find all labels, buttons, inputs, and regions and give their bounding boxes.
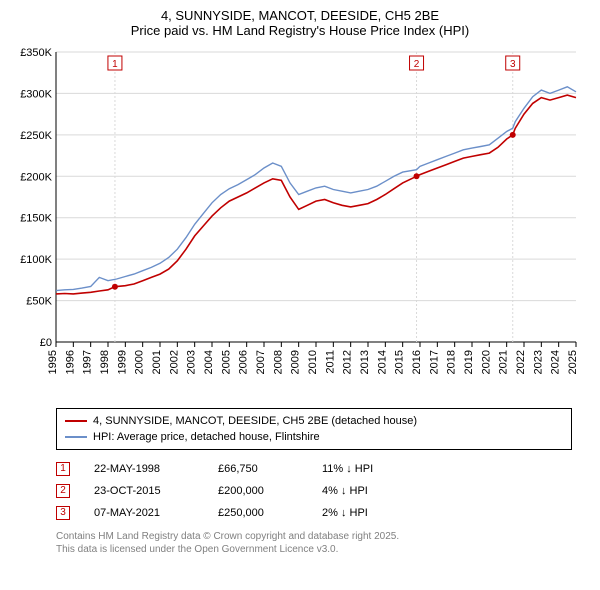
sale-date: 23-OCT-2015 <box>94 480 194 502</box>
svg-text:2013: 2013 <box>359 350 371 374</box>
svg-text:2017: 2017 <box>428 350 440 374</box>
svg-text:1996: 1996 <box>64 350 76 374</box>
sale-price: £200,000 <box>218 480 298 502</box>
svg-text:2010: 2010 <box>307 350 319 374</box>
svg-text:2004: 2004 <box>203 350 215 374</box>
sale-marker-icon: 3 <box>56 506 70 520</box>
footnote: Contains HM Land Registry data © Crown c… <box>56 530 572 556</box>
svg-text:2011: 2011 <box>324 350 336 374</box>
svg-text:2023: 2023 <box>532 350 544 374</box>
svg-text:2002: 2002 <box>168 350 180 374</box>
footnote-line1: Contains HM Land Registry data © Crown c… <box>56 530 572 543</box>
svg-text:1: 1 <box>112 59 118 70</box>
svg-text:2022: 2022 <box>515 350 527 374</box>
legend-label-price: 4, SUNNYSIDE, MANCOT, DEESIDE, CH5 2BE (… <box>93 413 417 429</box>
svg-text:£250K: £250K <box>20 130 52 142</box>
svg-text:2007: 2007 <box>255 350 267 374</box>
svg-text:2018: 2018 <box>446 350 458 374</box>
title-subtitle: Price paid vs. HM Land Registry's House … <box>12 23 588 38</box>
svg-text:2012: 2012 <box>342 350 354 374</box>
legend-row-price: 4, SUNNYSIDE, MANCOT, DEESIDE, CH5 2BE (… <box>65 413 563 429</box>
svg-text:£0: £0 <box>40 337 52 349</box>
svg-text:2024: 2024 <box>550 350 562 374</box>
sale-row: 1 22-MAY-1998 £66,750 11% ↓ HPI <box>56 458 572 480</box>
sale-hpi-diff: 2% ↓ HPI <box>322 502 412 524</box>
sale-hpi-diff: 11% ↓ HPI <box>322 458 412 480</box>
svg-text:£150K: £150K <box>20 213 52 225</box>
svg-text:£100K: £100K <box>20 254 52 266</box>
svg-text:£200K: £200K <box>20 171 52 183</box>
sales-table: 1 22-MAY-1998 £66,750 11% ↓ HPI 2 23-OCT… <box>56 458 572 524</box>
chart-container: 4, SUNNYSIDE, MANCOT, DEESIDE, CH5 2BE P… <box>0 0 600 564</box>
svg-text:1997: 1997 <box>82 350 94 374</box>
sale-price: £250,000 <box>218 502 298 524</box>
sale-marker-icon: 2 <box>56 484 70 498</box>
svg-text:2019: 2019 <box>463 350 475 374</box>
svg-text:2009: 2009 <box>290 350 302 374</box>
svg-text:2008: 2008 <box>272 350 284 374</box>
title-block: 4, SUNNYSIDE, MANCOT, DEESIDE, CH5 2BE P… <box>12 8 588 38</box>
legend-label-hpi: HPI: Average price, detached house, Flin… <box>93 429 320 445</box>
svg-text:2000: 2000 <box>134 350 146 374</box>
svg-text:2006: 2006 <box>238 350 250 374</box>
svg-text:£50K: £50K <box>26 296 52 308</box>
legend-swatch-price <box>65 420 87 422</box>
svg-text:1998: 1998 <box>99 350 111 374</box>
svg-text:2: 2 <box>414 59 420 70</box>
svg-text:2021: 2021 <box>498 350 510 374</box>
footnote-line2: This data is licensed under the Open Gov… <box>56 543 572 556</box>
chart-svg: £0 £50K £100K £150K £200K £250K £300K £350K 1995… <box>12 42 588 402</box>
svg-text:2001: 2001 <box>151 350 163 374</box>
sale-date: 22-MAY-1998 <box>94 458 194 480</box>
legend-row-hpi: HPI: Average price, detached house, Flin… <box>65 429 563 445</box>
title-address: 4, SUNNYSIDE, MANCOT, DEESIDE, CH5 2BE <box>12 8 588 23</box>
chart: £0 £50K £100K £150K £200K £250K £300K £350K 1995… <box>12 42 588 402</box>
svg-text:2015: 2015 <box>394 350 406 374</box>
sale-date: 07-MAY-2021 <box>94 502 194 524</box>
sale-row: 3 07-MAY-2021 £250,000 2% ↓ HPI <box>56 502 572 524</box>
svg-text:2014: 2014 <box>376 350 388 374</box>
svg-text:3: 3 <box>510 59 516 70</box>
svg-text:2025: 2025 <box>567 350 579 374</box>
svg-text:2005: 2005 <box>220 350 232 374</box>
svg-text:£350K: £350K <box>20 47 52 59</box>
svg-text:1995: 1995 <box>47 350 59 374</box>
svg-text:1999: 1999 <box>116 350 128 374</box>
svg-text:£300K: £300K <box>20 88 52 100</box>
legend: 4, SUNNYSIDE, MANCOT, DEESIDE, CH5 2BE (… <box>56 408 572 450</box>
sale-marker-icon: 1 <box>56 462 70 476</box>
svg-text:2020: 2020 <box>480 350 492 374</box>
svg-text:2016: 2016 <box>411 350 423 374</box>
legend-swatch-hpi <box>65 436 87 438</box>
sale-hpi-diff: 4% ↓ HPI <box>322 480 412 502</box>
sale-row: 2 23-OCT-2015 £200,000 4% ↓ HPI <box>56 480 572 502</box>
svg-text:2003: 2003 <box>186 350 198 374</box>
sale-price: £66,750 <box>218 458 298 480</box>
